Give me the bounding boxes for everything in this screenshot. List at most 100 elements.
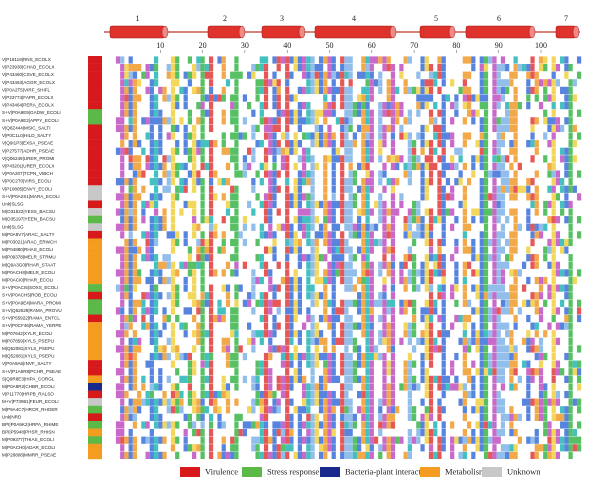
group-strip (88, 63, 102, 72)
residue-block (175, 94, 180, 102)
sequence-label: S+V|P0ACH5|ROB_ECOLI (2, 293, 57, 298)
residue-block (335, 269, 341, 277)
residue-block (335, 147, 341, 155)
residue-block (344, 299, 353, 307)
residue-block (488, 352, 493, 361)
residue-block (411, 208, 417, 216)
residue-block (340, 436, 345, 444)
residue-block (259, 261, 264, 269)
residue-block (547, 421, 552, 429)
residue-block (526, 79, 531, 87)
residue-block (132, 383, 138, 391)
residue-block (551, 140, 556, 148)
residue-block (424, 193, 429, 201)
residue-block (208, 238, 214, 247)
residue-block (378, 178, 383, 186)
residue-block (153, 56, 159, 64)
residue-block (450, 368, 455, 376)
residue-block (124, 124, 129, 133)
residue-block (120, 352, 125, 361)
residue-block (454, 178, 459, 186)
residue-block (170, 155, 176, 163)
residue-block (361, 124, 370, 133)
residue-block (424, 406, 429, 414)
residue-block (399, 337, 404, 345)
residue-block (200, 71, 205, 79)
residue-block (251, 375, 256, 383)
residue-block (213, 398, 218, 406)
helix (314, 25, 394, 39)
residue-block (534, 428, 539, 437)
residue-block (192, 64, 197, 72)
residue-block (314, 360, 319, 368)
residue-block (500, 307, 510, 315)
residue-block (551, 299, 556, 307)
residue-block (158, 223, 163, 231)
residue-block (441, 124, 446, 133)
residue-block (526, 299, 531, 307)
residue-block (302, 254, 307, 262)
residue-block (441, 109, 446, 117)
residue-block (564, 64, 569, 72)
ruler-label: 50 (326, 41, 334, 50)
residue-block (471, 64, 476, 72)
residue-block (187, 109, 193, 117)
residue-block (509, 375, 514, 383)
residue-block (263, 261, 269, 269)
residue-block (462, 94, 467, 102)
residue-block (555, 170, 561, 178)
residue-block (462, 79, 467, 87)
residue-block (183, 444, 188, 452)
residue-block (234, 345, 239, 353)
residue-block (483, 64, 489, 72)
residue-block (441, 337, 446, 345)
residue-block (331, 345, 336, 353)
residue-block (263, 117, 269, 125)
residue-block (399, 64, 404, 72)
residue-block (331, 322, 336, 330)
residue-block (280, 56, 286, 64)
residue-block (564, 292, 569, 300)
residue-block (268, 276, 273, 285)
residue-block (158, 269, 163, 277)
residue-block (450, 254, 455, 262)
residue-block (200, 162, 205, 171)
residue-block (454, 147, 463, 155)
residue-block (437, 155, 442, 163)
residue-block (200, 132, 205, 140)
residue-block (323, 231, 328, 239)
residue-block (517, 436, 522, 444)
residue-block (141, 299, 146, 307)
residue-block (386, 413, 396, 421)
residue-block (238, 231, 243, 239)
residue-block (272, 117, 277, 125)
residue-block (280, 276, 286, 285)
residue-block (310, 200, 315, 209)
residue-block (128, 117, 133, 125)
residue-block (466, 94, 472, 102)
residue-block (454, 299, 459, 307)
residue-block (509, 71, 518, 79)
residue-block (365, 307, 370, 315)
residue-block (318, 254, 324, 262)
residue-block (170, 216, 176, 224)
residue-block (369, 413, 374, 421)
residue-block (564, 307, 569, 315)
residue-block (568, 185, 573, 193)
residue-block (153, 398, 159, 406)
residue-block (479, 352, 484, 361)
residue-block (183, 284, 188, 292)
residue-block (230, 216, 239, 224)
residue-block (128, 383, 133, 391)
residue-block (441, 147, 446, 155)
residue-block (318, 223, 324, 231)
residue-block (483, 155, 489, 163)
residue-block (120, 337, 125, 345)
residue-block (471, 284, 476, 292)
residue-block (132, 413, 138, 421)
residue-block (390, 79, 396, 87)
sequence-label: M|P07859|XYLS_PSEPU (2, 338, 54, 343)
residue-block (128, 185, 133, 193)
residue-block (124, 314, 129, 323)
residue-block (230, 360, 239, 368)
